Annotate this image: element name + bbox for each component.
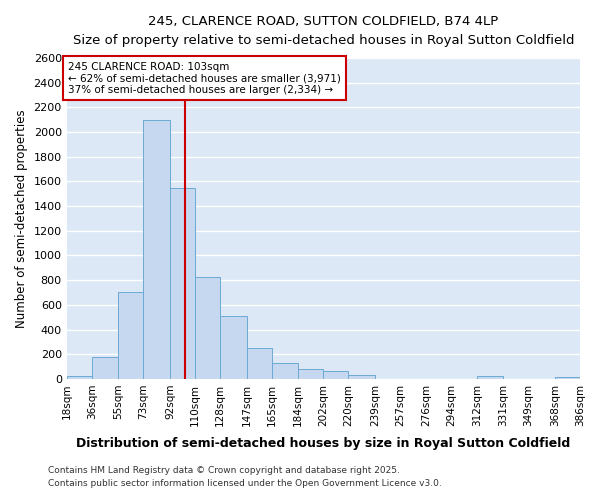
Bar xyxy=(272,364,298,379)
Bar xyxy=(195,277,220,379)
Title: 245, CLARENCE ROAD, SUTTON COLDFIELD, B74 4LP
Size of property relative to semi-: 245, CLARENCE ROAD, SUTTON COLDFIELD, B7… xyxy=(73,15,574,47)
Bar xyxy=(555,377,580,379)
Bar xyxy=(118,292,143,379)
Bar xyxy=(477,376,503,379)
Y-axis label: Number of semi-detached properties: Number of semi-detached properties xyxy=(15,109,28,328)
Text: 245 CLARENCE ROAD: 103sqm
← 62% of semi-detached houses are smaller (3,971)
37% : 245 CLARENCE ROAD: 103sqm ← 62% of semi-… xyxy=(68,62,341,95)
Bar xyxy=(92,358,118,379)
Bar xyxy=(247,348,272,379)
X-axis label: Distribution of semi-detached houses by size in Royal Sutton Coldfield: Distribution of semi-detached houses by … xyxy=(76,437,571,450)
Text: Contains HM Land Registry data © Crown copyright and database right 2025.
Contai: Contains HM Land Registry data © Crown c… xyxy=(48,466,442,487)
Bar xyxy=(67,376,92,379)
Bar xyxy=(170,188,195,379)
Bar xyxy=(220,316,247,379)
Bar xyxy=(349,375,375,379)
Bar xyxy=(298,369,323,379)
Bar xyxy=(323,372,349,379)
Bar xyxy=(143,120,170,379)
